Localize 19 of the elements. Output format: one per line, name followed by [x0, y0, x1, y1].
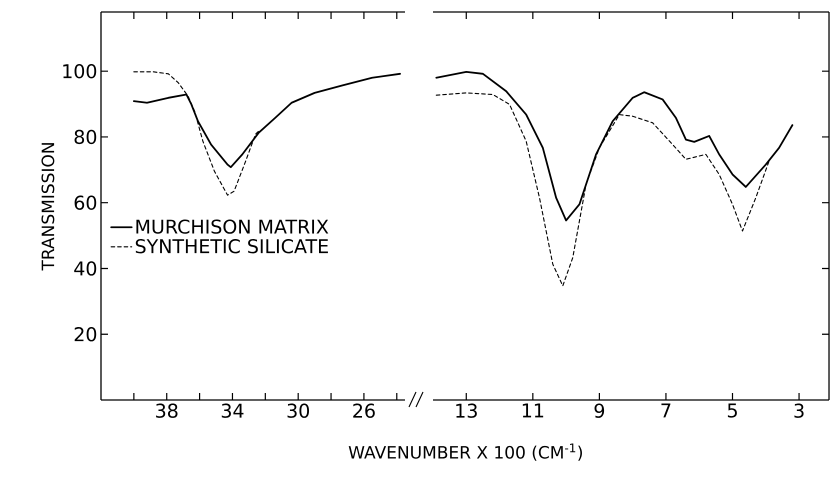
x-tick-label: 34 [222, 404, 244, 418]
y-tick-label: 100 [63, 64, 96, 78]
x-axis-title: WAVENUMBER X 100 (CM$^{-1}$) [348, 444, 582, 461]
x-tick-label: 26 [353, 404, 375, 418]
y-axis-title: TRANSMISSION [41, 143, 54, 271]
x-tick-label: 3 [794, 404, 804, 418]
x-tick-label: 11 [522, 404, 544, 418]
legend-label: SYNTHETIC SILICATE [136, 239, 328, 254]
x-tick-label: 38 [156, 404, 178, 418]
x-tick-label: 30 [288, 404, 310, 418]
x-tick-label: 7 [661, 404, 670, 418]
x-tick-label: 9 [594, 404, 604, 418]
y-tick-label: 20 [74, 327, 96, 342]
y-tick-label: 80 [74, 130, 96, 144]
y-tick-label: 60 [74, 196, 96, 210]
x-tick-label: 5 [728, 404, 737, 418]
x-tick-label: 13 [456, 404, 477, 418]
y-tick-label: 40 [74, 261, 96, 276]
legend-label: MURCHISON MATRIX [136, 219, 328, 234]
